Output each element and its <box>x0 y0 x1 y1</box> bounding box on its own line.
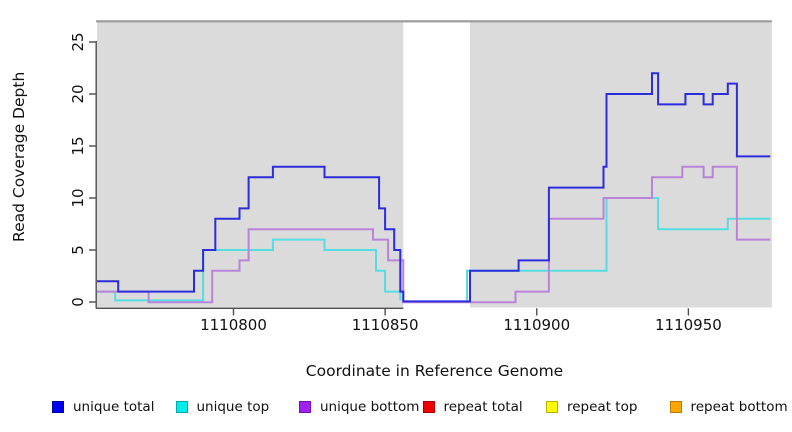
legend-item-repeat-bottom: repeat bottom <box>669 399 792 415</box>
repeat-bottom-swatch-icon <box>669 401 682 413</box>
unique-top-swatch-icon <box>175 401 188 413</box>
x-tick-label: 1110950 <box>655 316 722 334</box>
series-line-unique-bottom <box>97 165 771 304</box>
legend-label: repeat bottom <box>690 399 788 415</box>
y-tick-label: 15 <box>69 136 87 155</box>
legend-item-unique-top: unique top <box>175 399 300 415</box>
legend: unique total unique top unique bottom repea… <box>52 399 792 415</box>
y-tick-label: 10 <box>69 188 87 207</box>
y-tick-label: 25 <box>69 32 87 51</box>
repeat-total-swatch-icon <box>422 401 435 413</box>
x-tick-label: 1110900 <box>503 316 570 334</box>
y-tick-label: 0 <box>69 297 87 307</box>
legend-label: repeat top <box>567 399 638 415</box>
legend-item-repeat-top: repeat top <box>546 399 670 415</box>
unique-total-swatch-icon <box>52 401 64 413</box>
legend-label: unique bottom <box>320 399 420 415</box>
x-tick-label: 1110850 <box>352 316 419 334</box>
x-tick-label: 1110800 <box>200 316 267 334</box>
series-line-unique-top <box>97 238 402 302</box>
legend-item-unique-total: unique total <box>52 399 176 415</box>
legend-label: unique top <box>196 399 270 415</box>
x-axis-title: Coordinate in Reference Genome <box>305 362 564 380</box>
repeat-top-swatch-icon <box>546 401 558 413</box>
y-tick-label: 20 <box>69 84 87 103</box>
legend-item-unique-bottom: unique bottom <box>299 399 423 415</box>
y-tick-label: 5 <box>69 245 87 255</box>
legend-label: repeat total <box>443 399 523 415</box>
legend-item-repeat-total: repeat total <box>422 399 547 415</box>
series-line-unique-total <box>97 72 771 303</box>
coverage-chart-canvas: 0 5 10 15 20 25 1110800 1110850 1110900 1110950 <box>69 20 772 334</box>
legend-label: unique total <box>73 399 155 415</box>
coverage-gap-band <box>403 22 471 308</box>
unique-bottom-swatch-icon <box>299 401 311 413</box>
